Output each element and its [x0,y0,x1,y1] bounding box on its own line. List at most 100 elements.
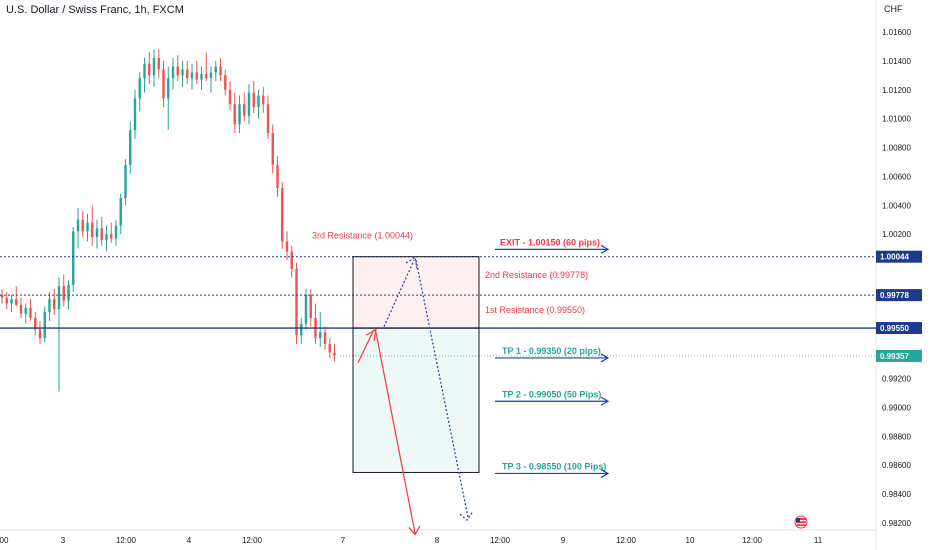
candle [81,211,84,238]
candle-body [214,66,217,73]
candle [119,193,122,235]
x-tick-label: 9 [561,536,566,545]
flag-icon-stripe [796,520,806,522]
candle [205,52,208,82]
candle [72,226,75,292]
candle-body [76,219,80,232]
candle-body [57,286,61,310]
exit-target: EXIT - 1.00150 (60 pips) [495,237,610,254]
candle-body [186,69,189,79]
take-profit-target: TP 2 - 0.99050 (50 Pips) [495,389,610,406]
y-tick-label: 0.98600 [882,461,911,470]
candle [138,72,141,112]
candle [276,156,279,197]
candle [15,286,18,307]
candle [290,245,293,278]
candle-body [10,299,13,304]
candle [257,89,260,119]
candle [29,299,32,321]
target-label: TP 1 - 0.99350 (20 pips) [502,346,601,356]
candle [328,338,331,359]
x-tick-label: 12:00 [616,536,637,545]
candle [124,159,127,206]
price-tag-label: 0.99550 [880,324,909,333]
candle-body [81,219,84,232]
red-path-down [375,332,416,534]
candle [266,95,270,139]
candle [300,317,303,344]
target-arrow-head [600,396,610,406]
blue-path-down-head [459,511,474,521]
candle [100,216,103,246]
target-arrow-head [600,353,610,363]
candle [53,289,56,316]
x-tick-label: 3 [61,536,66,545]
candle [309,289,312,327]
candle [319,312,322,347]
red-path-up [357,329,375,363]
current-price-tag-bg [876,349,922,362]
candle [262,86,265,113]
candle-body [323,332,327,344]
candle [228,81,232,110]
y-tick-label: 0.98200 [882,519,911,528]
candle [233,92,236,134]
candle-body [100,228,103,240]
candle [176,55,179,82]
candle [24,303,27,324]
candle-body [319,332,322,339]
candle [152,49,156,87]
candle-body [195,72,198,80]
x-tick-label: 12:00 [242,536,263,545]
candle [186,60,189,84]
candle-body [152,57,156,76]
currency-label: CHF [884,4,903,14]
candle-body [114,225,118,239]
candle-body [304,294,308,324]
candle [43,306,46,343]
candle-body [162,69,165,99]
candle [200,66,203,90]
candle [162,60,165,108]
candle-body [86,222,89,232]
candle-body [43,312,46,339]
candle-body [224,75,227,90]
candle-body [252,92,255,108]
candle [323,326,327,350]
price-tag-bg [876,250,922,263]
candle-body [0,294,4,298]
current-price-tag-label: 0.99357 [880,352,909,361]
candle [91,205,94,246]
candle [62,274,65,307]
candle-body [62,286,65,301]
price-tag-bg [876,289,922,302]
candle-body [29,307,32,318]
candle-body [233,104,236,125]
candle [57,277,61,392]
price-tag-bg [876,322,922,335]
candle-body [124,164,127,199]
candle-body [167,78,170,99]
candle-body [91,222,94,238]
candle-body [171,66,175,79]
candle [224,69,227,96]
candle [295,263,298,344]
profit-zone [352,327,480,473]
x-tick-label: 8 [435,536,440,545]
candle [214,60,217,82]
flag-icon-stripe [796,523,806,525]
candle [105,225,108,252]
candle-body [15,299,18,305]
y-tick-label: 1.00200 [882,230,911,239]
candle-body [24,307,27,314]
candle [181,60,184,87]
candle-body [143,63,146,79]
candle-body [295,268,298,336]
candle [247,83,251,125]
candle-body [266,104,270,134]
candle [38,320,42,344]
resistance-label: 2nd Resistance (0.99778) [485,270,588,280]
candle-body [271,133,274,165]
candle-body [110,234,113,239]
